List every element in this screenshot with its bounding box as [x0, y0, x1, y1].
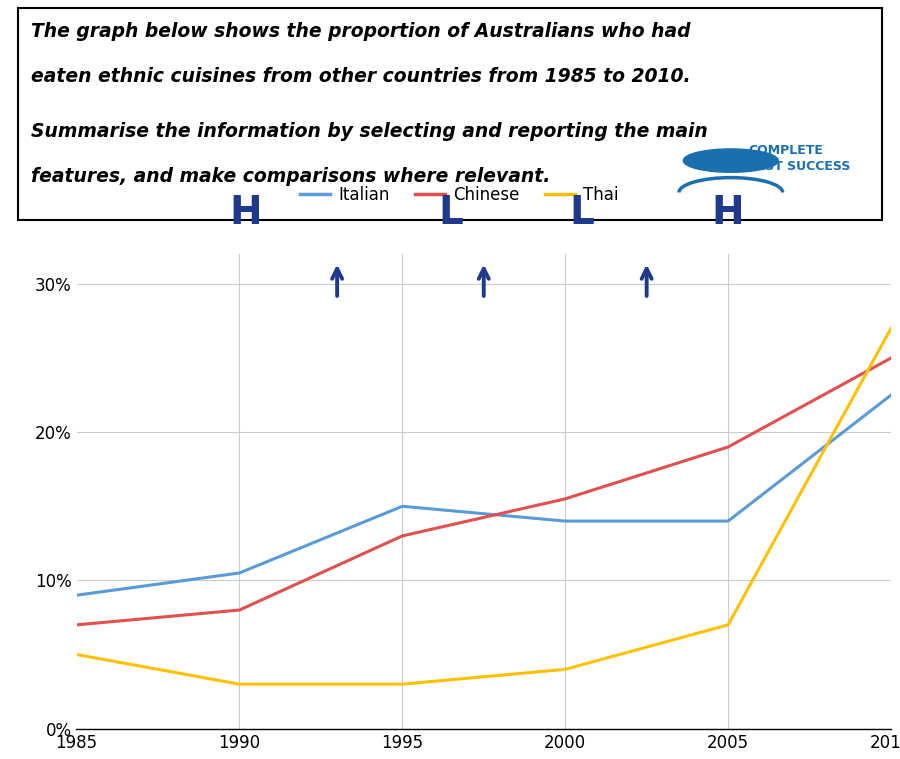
Line: Chinese: Chinese: [76, 358, 891, 625]
Text: H: H: [230, 194, 262, 232]
Text: The graph below shows the proportion of Australians who had: The graph below shows the proportion of …: [31, 23, 690, 42]
Italian: [234, 568, 245, 578]
Text: eaten ethnic cuisines from other countries from 1985 to 2010.: eaten ethnic cuisines from other countri…: [31, 67, 690, 86]
Text: Summarise the information by selecting and reporting the main: Summarise the information by selecting a…: [31, 122, 707, 141]
Text: L: L: [569, 194, 594, 232]
Text: H: H: [712, 194, 744, 232]
Chinese: [886, 354, 896, 363]
Line: Italian: Italian: [76, 395, 891, 595]
Chinese: [723, 442, 734, 452]
Italian: [397, 502, 408, 511]
Text: COMPLETE
TEST SUCCESS: COMPLETE TEST SUCCESS: [748, 144, 850, 173]
Italian: [560, 517, 571, 526]
Circle shape: [683, 149, 778, 172]
Chinese: [397, 531, 408, 540]
Chinese: [234, 606, 245, 615]
Chinese: [71, 620, 82, 629]
Thai: [886, 324, 896, 333]
Italian: [723, 517, 734, 526]
Thai: [560, 665, 571, 674]
Text: features, and make comparisons where relevant.: features, and make comparisons where rel…: [31, 167, 550, 186]
Thai: [71, 650, 82, 659]
Chinese: [560, 494, 571, 503]
Italian: [71, 591, 82, 600]
Thai: [397, 679, 408, 688]
Thai: [723, 620, 734, 629]
Italian: [886, 391, 896, 400]
Legend: Italian, Chinese, Thai: Italian, Chinese, Thai: [293, 180, 626, 211]
Text: L: L: [438, 194, 464, 232]
Line: Thai: Thai: [76, 329, 891, 684]
Thai: [234, 679, 245, 688]
